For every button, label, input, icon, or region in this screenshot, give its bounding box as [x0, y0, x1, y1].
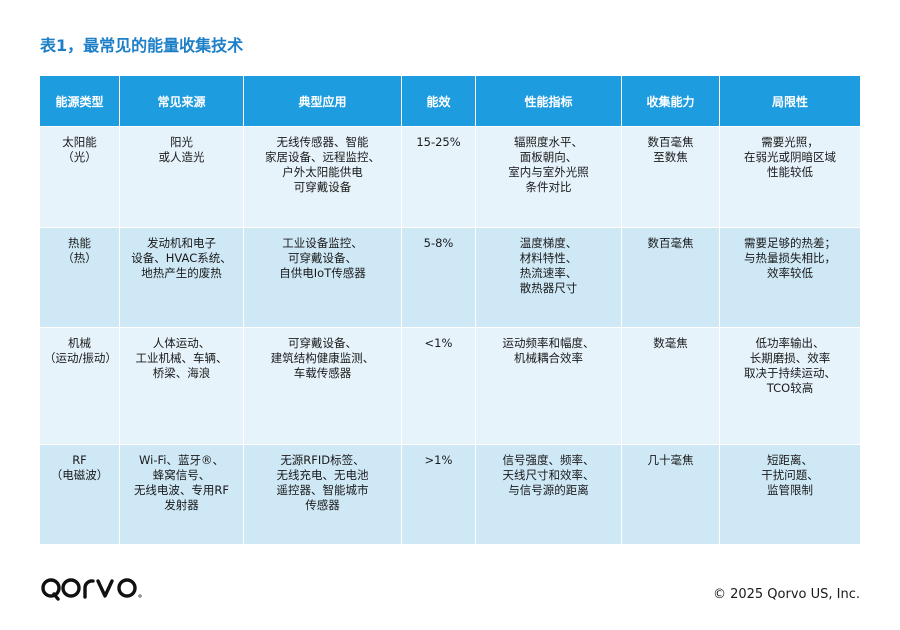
cell-performance-metrics: 信号强度、频率、 天线尺寸和效率、 与信号源的距离 [476, 445, 622, 545]
cell-typical-application: 可穿戴设备、 建筑结构健康监测、 车载传感器 [244, 328, 402, 445]
cell-energy-type: RF （电磁波） [40, 445, 120, 545]
header-harvesting-capacity: 收集能力 [622, 76, 720, 127]
cell-efficiency: 5-8% [402, 228, 476, 328]
cell-typical-application: 工业设备监控、 可穿戴设备、 自供电IoT传感器 [244, 228, 402, 328]
cell-harvesting-capacity: 数百毫焦 至数焦 [622, 127, 720, 228]
header-limitations: 局限性 [720, 76, 860, 127]
cell-efficiency: 15-25% [402, 127, 476, 228]
cell-common-source: 阳光 或人造光 [120, 127, 244, 228]
cell-performance-metrics: 温度梯度、 材料特性、 热流速率、 散热器尺寸 [476, 228, 622, 328]
table-header-row: 能源类型 常见来源 典型应用 能效 性能指标 收集能力 局限性 [40, 76, 860, 127]
table-row: 太阳能 （光） 阳光 或人造光 无线传感器、智能 家居设备、远程监控、 户外太阳… [40, 127, 860, 228]
cell-harvesting-capacity: 数毫焦 [622, 328, 720, 445]
cell-harvesting-capacity: 几十毫焦 [622, 445, 720, 545]
cell-energy-type: 机械 （运动/振动） [40, 328, 120, 445]
cell-efficiency: >1% [402, 445, 476, 545]
table-row: 热能 （热） 发动机和电子 设备、HVAC系统、 地热产生的废热 工业设备监控、… [40, 228, 860, 328]
qorvo-logo [41, 578, 142, 601]
header-energy-type: 能源类型 [40, 76, 120, 127]
cell-energy-type: 热能 （热） [40, 228, 120, 328]
energy-harvesting-table: 能源类型 常见来源 典型应用 能效 性能指标 收集能力 局限性 太阳能 （光） … [40, 76, 860, 545]
cell-energy-type: 太阳能 （光） [40, 127, 120, 228]
copyright-text: © 2025 Qorvo US, Inc. [712, 587, 860, 602]
cell-limitations: 需要足够的热差； 与热量损失相比， 效率较低 [720, 228, 860, 328]
table-row: RF （电磁波） Wi-Fi、蓝牙®、 蜂窝信号、 无线电波、专用RF 发射器 … [40, 445, 860, 545]
table-row: 机械 （运动/振动） 人体运动、 工业机械、车辆、 桥梁、海浪 可穿戴设备、 建… [40, 328, 860, 445]
header-efficiency: 能效 [402, 76, 476, 127]
header-performance-metrics: 性能指标 [476, 76, 622, 127]
cell-common-source: 人体运动、 工业机械、车辆、 桥梁、海浪 [120, 328, 244, 445]
cell-common-source: Wi-Fi、蓝牙®、 蜂窝信号、 无线电波、专用RF 发射器 [120, 445, 244, 545]
cell-performance-metrics: 运动频率和幅度、 机械耦合效率 [476, 328, 622, 445]
header-typical-application: 典型应用 [244, 76, 402, 127]
cell-limitations: 需要光照， 在弱光或阴暗区域 性能较低 [720, 127, 860, 228]
cell-common-source: 发动机和电子 设备、HVAC系统、 地热产生的废热 [120, 228, 244, 328]
cell-performance-metrics: 辐照度水平、 面板朝向、 室内与室外光照 条件对比 [476, 127, 622, 228]
cell-typical-application: 无线传感器、智能 家居设备、远程监控、 户外太阳能供电 可穿戴设备 [244, 127, 402, 228]
cell-efficiency: <1% [402, 328, 476, 445]
table-title: 表1，最常见的能量收集技术 [40, 36, 244, 55]
cell-limitations: 短距离、 干扰问题、 监管限制 [720, 445, 860, 545]
cell-harvesting-capacity: 数百毫焦 [622, 228, 720, 328]
cell-limitations: 低功率输出、 长期磨损、效率 取决于持续运动、 TCO较高 [720, 328, 860, 445]
header-common-source: 常见来源 [120, 76, 244, 127]
cell-typical-application: 无源RFID标签、 无线充电、无电池 遥控器、智能城市 传感器 [244, 445, 402, 545]
